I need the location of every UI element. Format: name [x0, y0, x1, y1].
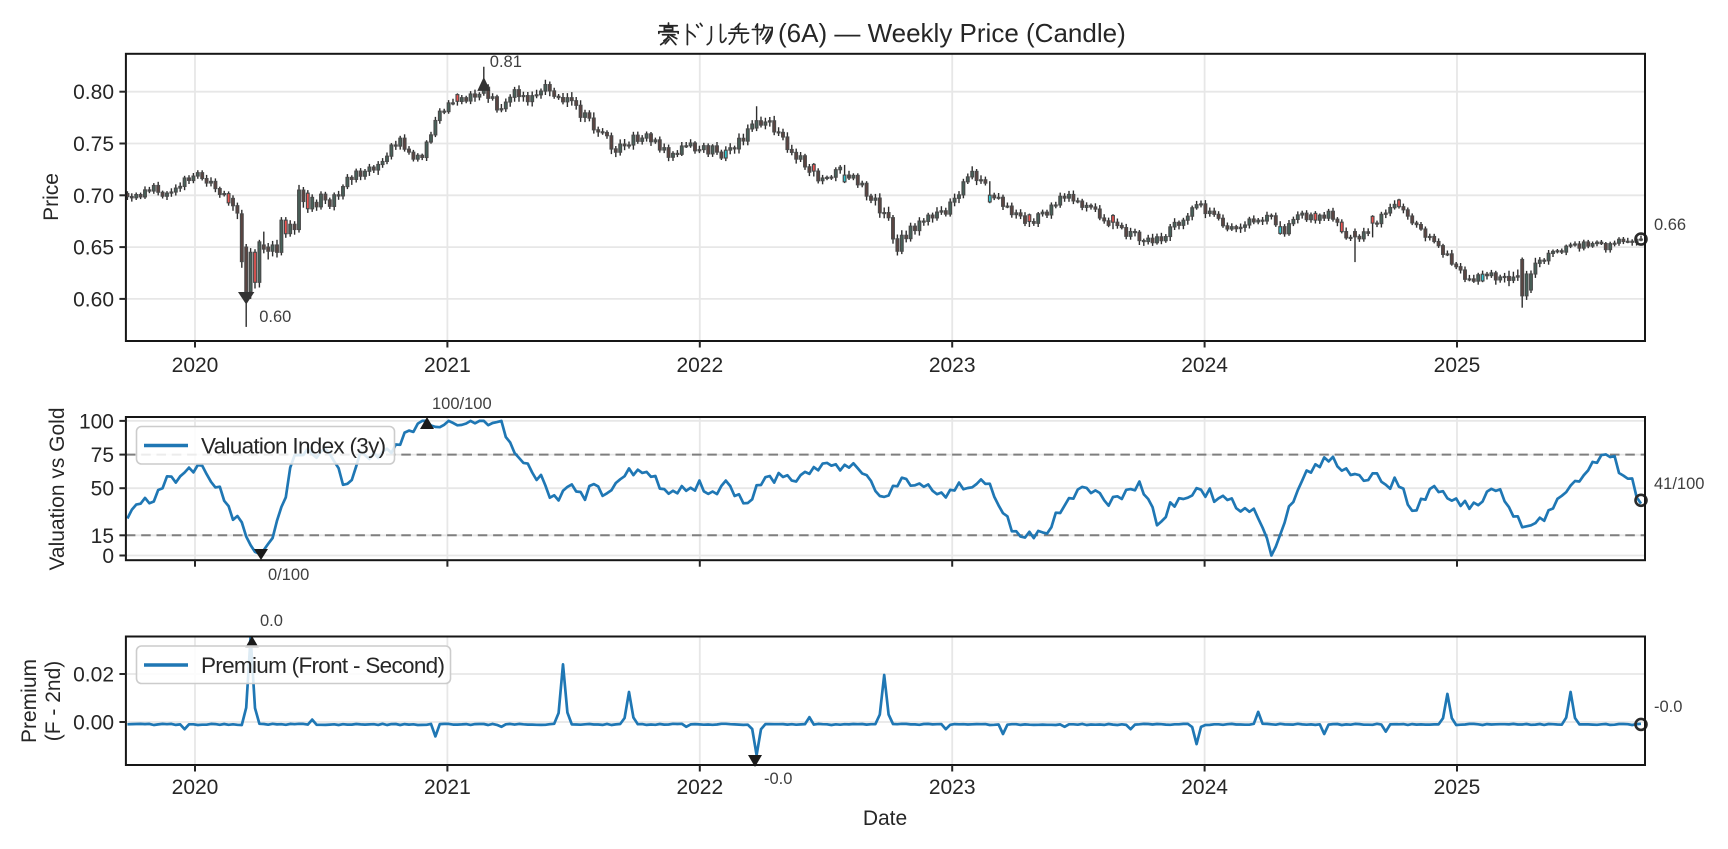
svg-text:-0.0: -0.0 — [764, 770, 792, 788]
svg-text:2022: 2022 — [676, 776, 723, 799]
svg-text:2024: 2024 — [1181, 776, 1228, 799]
svg-text:(F - 2nd): (F - 2nd) — [42, 661, 65, 742]
svg-text:41/100: 41/100 — [1654, 475, 1704, 493]
svg-text:2020: 2020 — [172, 354, 219, 377]
svg-text:0.75: 0.75 — [73, 133, 114, 156]
svg-text:2021: 2021 — [424, 354, 471, 377]
svg-text:Valuation vs Gold: Valuation vs Gold — [46, 407, 69, 570]
svg-text:0.60: 0.60 — [73, 288, 114, 311]
svg-text:50: 50 — [91, 478, 114, 501]
svg-text:2025: 2025 — [1434, 776, 1481, 799]
svg-text:Valuation Index (3y): Valuation Index (3y) — [201, 434, 386, 459]
svg-text:0/100: 0/100 — [268, 566, 309, 584]
svg-text:0.0: 0.0 — [260, 612, 283, 630]
svg-text:2024: 2024 — [1181, 354, 1228, 377]
svg-text:0.66: 0.66 — [1654, 216, 1686, 234]
svg-text:Date: Date — [863, 807, 907, 830]
svg-text:0.81: 0.81 — [490, 53, 522, 71]
svg-text:(6A) — Weekly Price (Candle): (6A) — Weekly Price (Candle) — [778, 18, 1126, 48]
svg-text:2025: 2025 — [1434, 354, 1481, 377]
svg-text:0.60: 0.60 — [259, 308, 291, 326]
svg-text:-0.0: -0.0 — [1654, 698, 1682, 716]
svg-text:0.80: 0.80 — [73, 81, 114, 104]
svg-text:2020: 2020 — [172, 776, 219, 799]
svg-text:75: 75 — [91, 444, 114, 467]
svg-text:0.00: 0.00 — [73, 712, 114, 735]
svg-text:Premium (Front - Second): Premium (Front - Second) — [201, 653, 444, 678]
svg-text:0: 0 — [102, 545, 114, 568]
svg-text:0.65: 0.65 — [73, 237, 114, 260]
svg-text:Price: Price — [40, 173, 63, 221]
svg-text:2022: 2022 — [676, 354, 723, 377]
svg-text:2021: 2021 — [424, 776, 471, 799]
svg-text:2023: 2023 — [929, 776, 976, 799]
svg-text:Premium: Premium — [18, 659, 41, 743]
svg-text:100/100: 100/100 — [432, 395, 492, 413]
svg-text:0.02: 0.02 — [73, 664, 114, 687]
svg-text:100: 100 — [79, 410, 114, 433]
svg-text:2023: 2023 — [929, 354, 976, 377]
svg-text:15: 15 — [91, 525, 114, 548]
svg-text:0.70: 0.70 — [73, 185, 114, 208]
